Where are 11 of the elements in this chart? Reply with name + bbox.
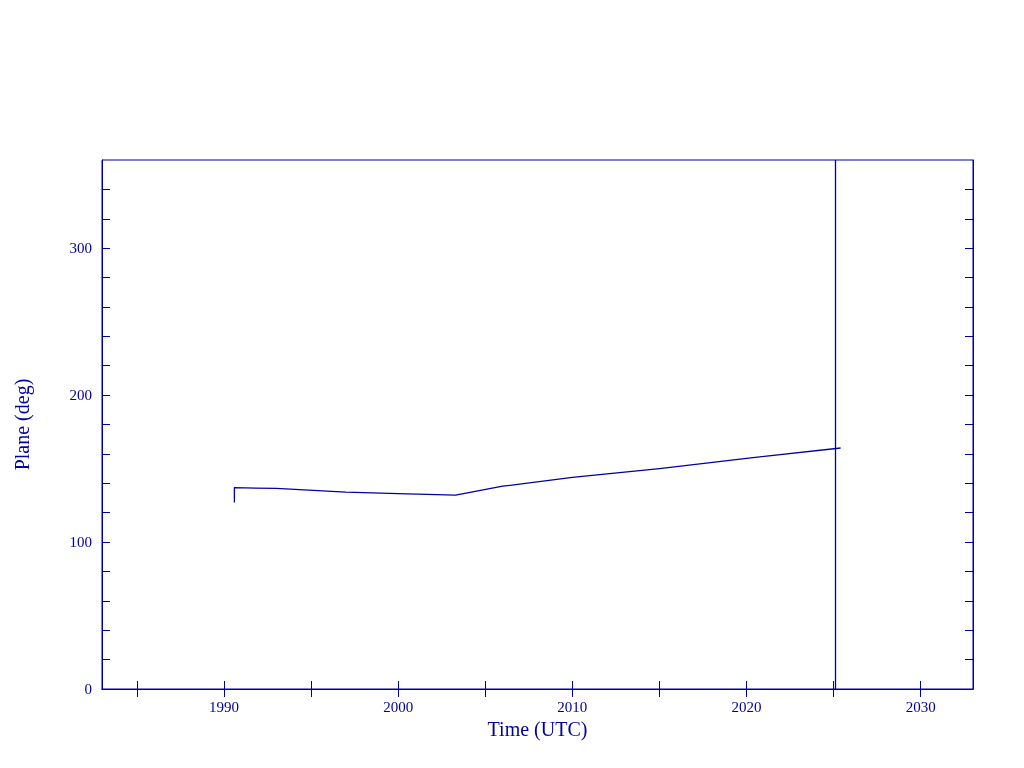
x-tick-label: 1990	[208, 698, 239, 715]
y-tick-label: 100	[69, 534, 92, 551]
x-tick-label: 2000	[383, 698, 414, 715]
y-axis-title: Plane (deg)	[11, 378, 34, 471]
y-tick-label: 0	[84, 681, 92, 697]
y-tick-label: 200	[69, 387, 92, 404]
x-tick-label: 2020	[731, 698, 762, 715]
x-tick-label: 2010	[557, 698, 588, 715]
y-tick-label: 300	[69, 240, 92, 257]
x-axis-title: Time (UTC)	[487, 717, 588, 741]
x-tick-label: 2030	[905, 698, 936, 715]
